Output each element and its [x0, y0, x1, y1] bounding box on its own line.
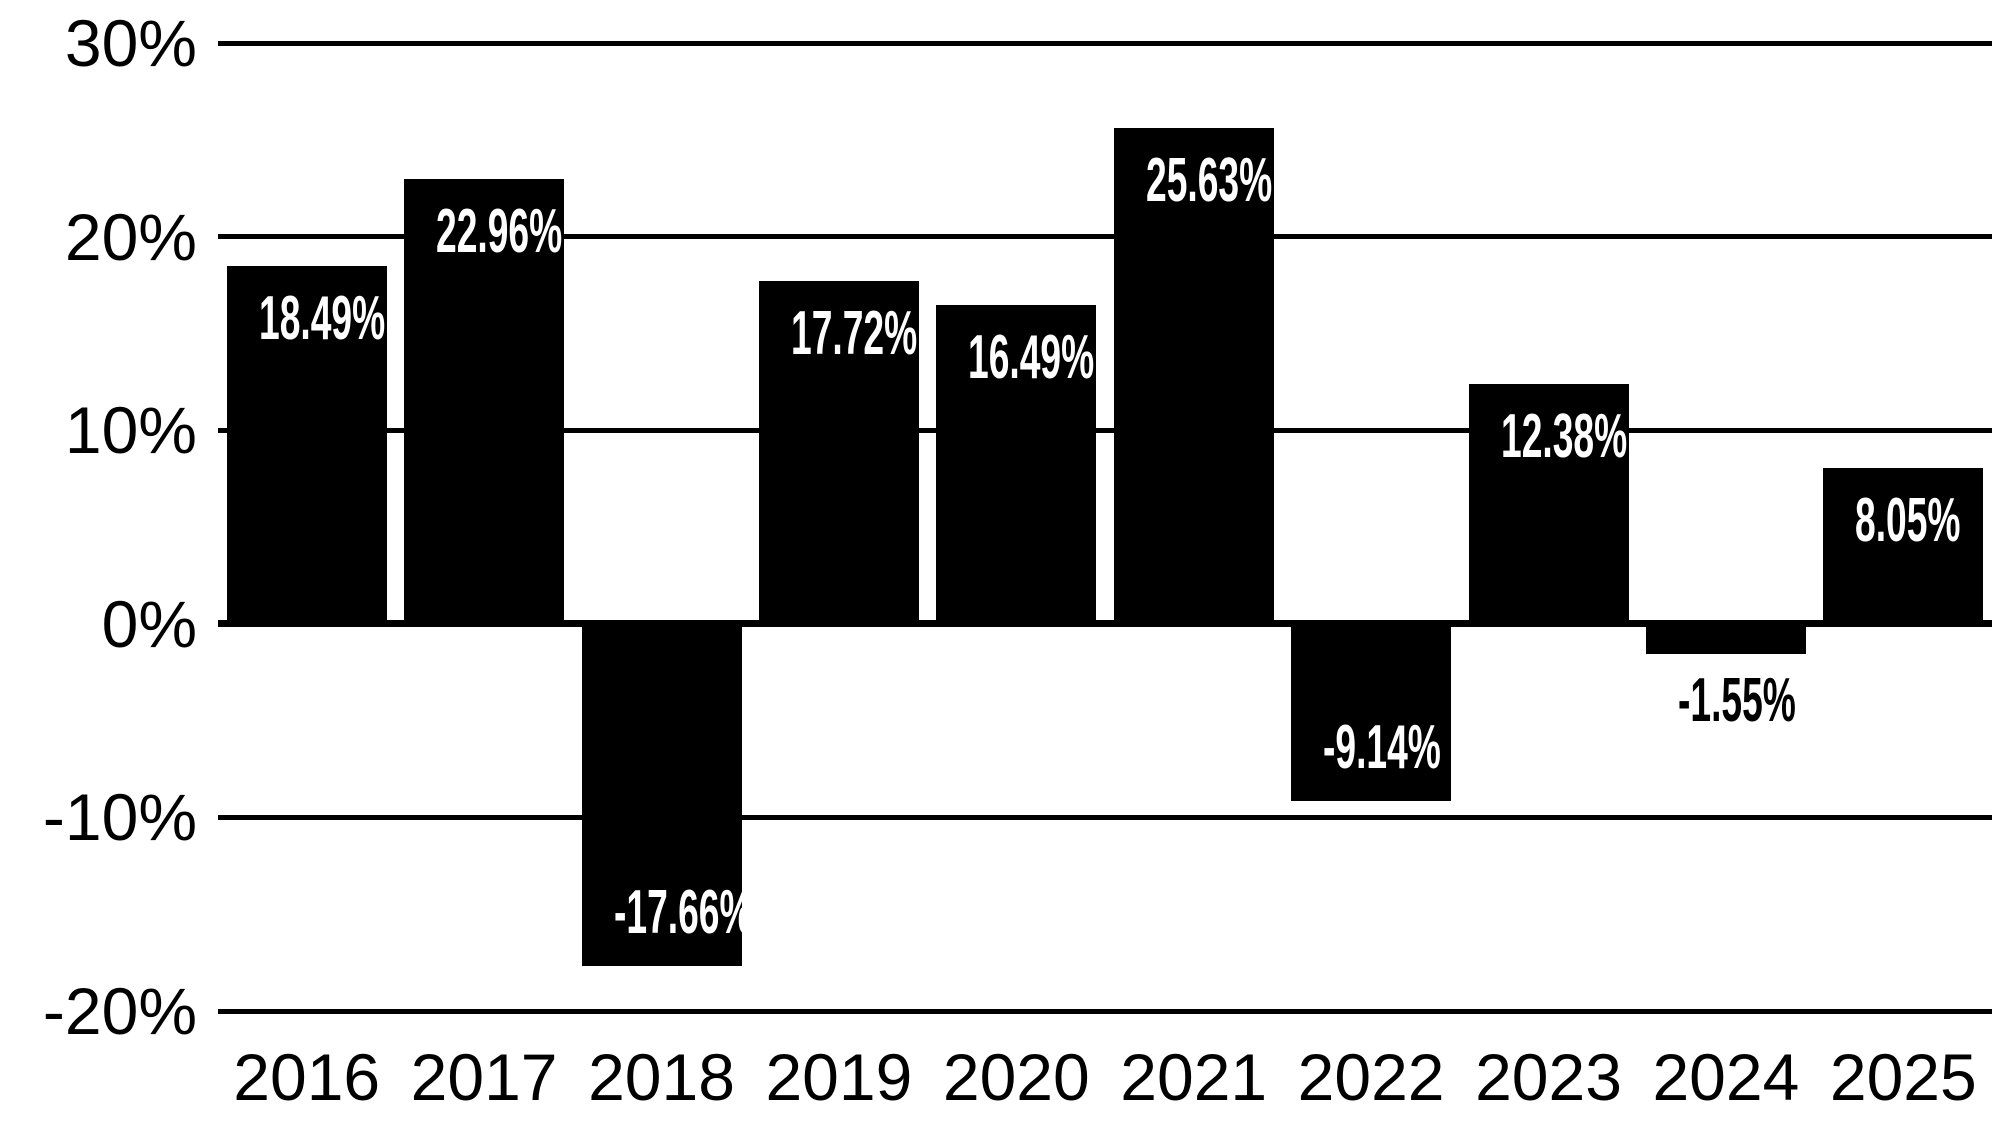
x-tick-label-2024: 2024 — [1652, 1040, 1800, 1114]
bar-2019 — [758, 280, 919, 624]
gridline-30pct — [218, 40, 1992, 46]
gridline-neg10pct — [218, 814, 1992, 820]
bar-2021 — [1113, 127, 1274, 624]
bar-value-label-2021: 25.63% — [1145, 145, 1272, 215]
y-tick-label-20pct: 20% — [64, 199, 197, 274]
bar-2020 — [936, 304, 1097, 624]
bar-2025 — [1823, 467, 1984, 624]
bar-value-label-2023: 12.38% — [1500, 402, 1627, 472]
y-tick-label-neg10pct: -10% — [42, 780, 197, 855]
bar-2022 — [1291, 623, 1452, 801]
x-tick-label-2018: 2018 — [588, 1040, 735, 1114]
x-tick-label-2021: 2021 — [1120, 1040, 1268, 1114]
bar-2017 — [404, 179, 565, 624]
bar-value-label-2024: -1.55% — [1677, 665, 1796, 735]
x-tick-label-2022: 2022 — [1297, 1040, 1445, 1114]
y-tick-label-neg20pct: -20% — [42, 974, 197, 1048]
x-tick-label-2017: 2017 — [410, 1040, 558, 1114]
x-tick-label-2023: 2023 — [1475, 1040, 1622, 1114]
bar-2018 — [581, 623, 742, 966]
x-tick-label-2020: 2020 — [942, 1040, 1090, 1114]
bar-value-label-2022: -9.14% — [1323, 712, 1441, 782]
bar-value-label-2017: 22.96% — [436, 197, 563, 267]
bar-value-label-2020: 16.49% — [968, 322, 1095, 392]
y-tick-label-0pct: 0% — [101, 586, 197, 661]
bar-value-label-2019: 17.72% — [790, 298, 918, 368]
bar-2023 — [1468, 384, 1629, 624]
axis-zero-line — [218, 620, 1992, 628]
y-tick-label-30pct: 30% — [64, 6, 197, 80]
y-tick-label-10pct: 10% — [64, 393, 197, 468]
gridline-20pct — [218, 234, 1992, 240]
gridline-neg20pct — [218, 1008, 1992, 1014]
bar-2024 — [1645, 623, 1806, 654]
bar-value-label-2025: 8.05% — [1855, 485, 1961, 555]
gridline-10pct — [218, 427, 1992, 433]
bar-value-label-2016: 18.49% — [258, 283, 385, 353]
bar-value-label-2018: -17.66% — [613, 877, 753, 947]
x-tick-label-2025: 2025 — [1829, 1040, 1977, 1114]
x-tick-label-2016: 2016 — [233, 1040, 381, 1114]
x-tick-label-2019: 2019 — [765, 1040, 913, 1114]
bar-2016 — [226, 265, 387, 624]
